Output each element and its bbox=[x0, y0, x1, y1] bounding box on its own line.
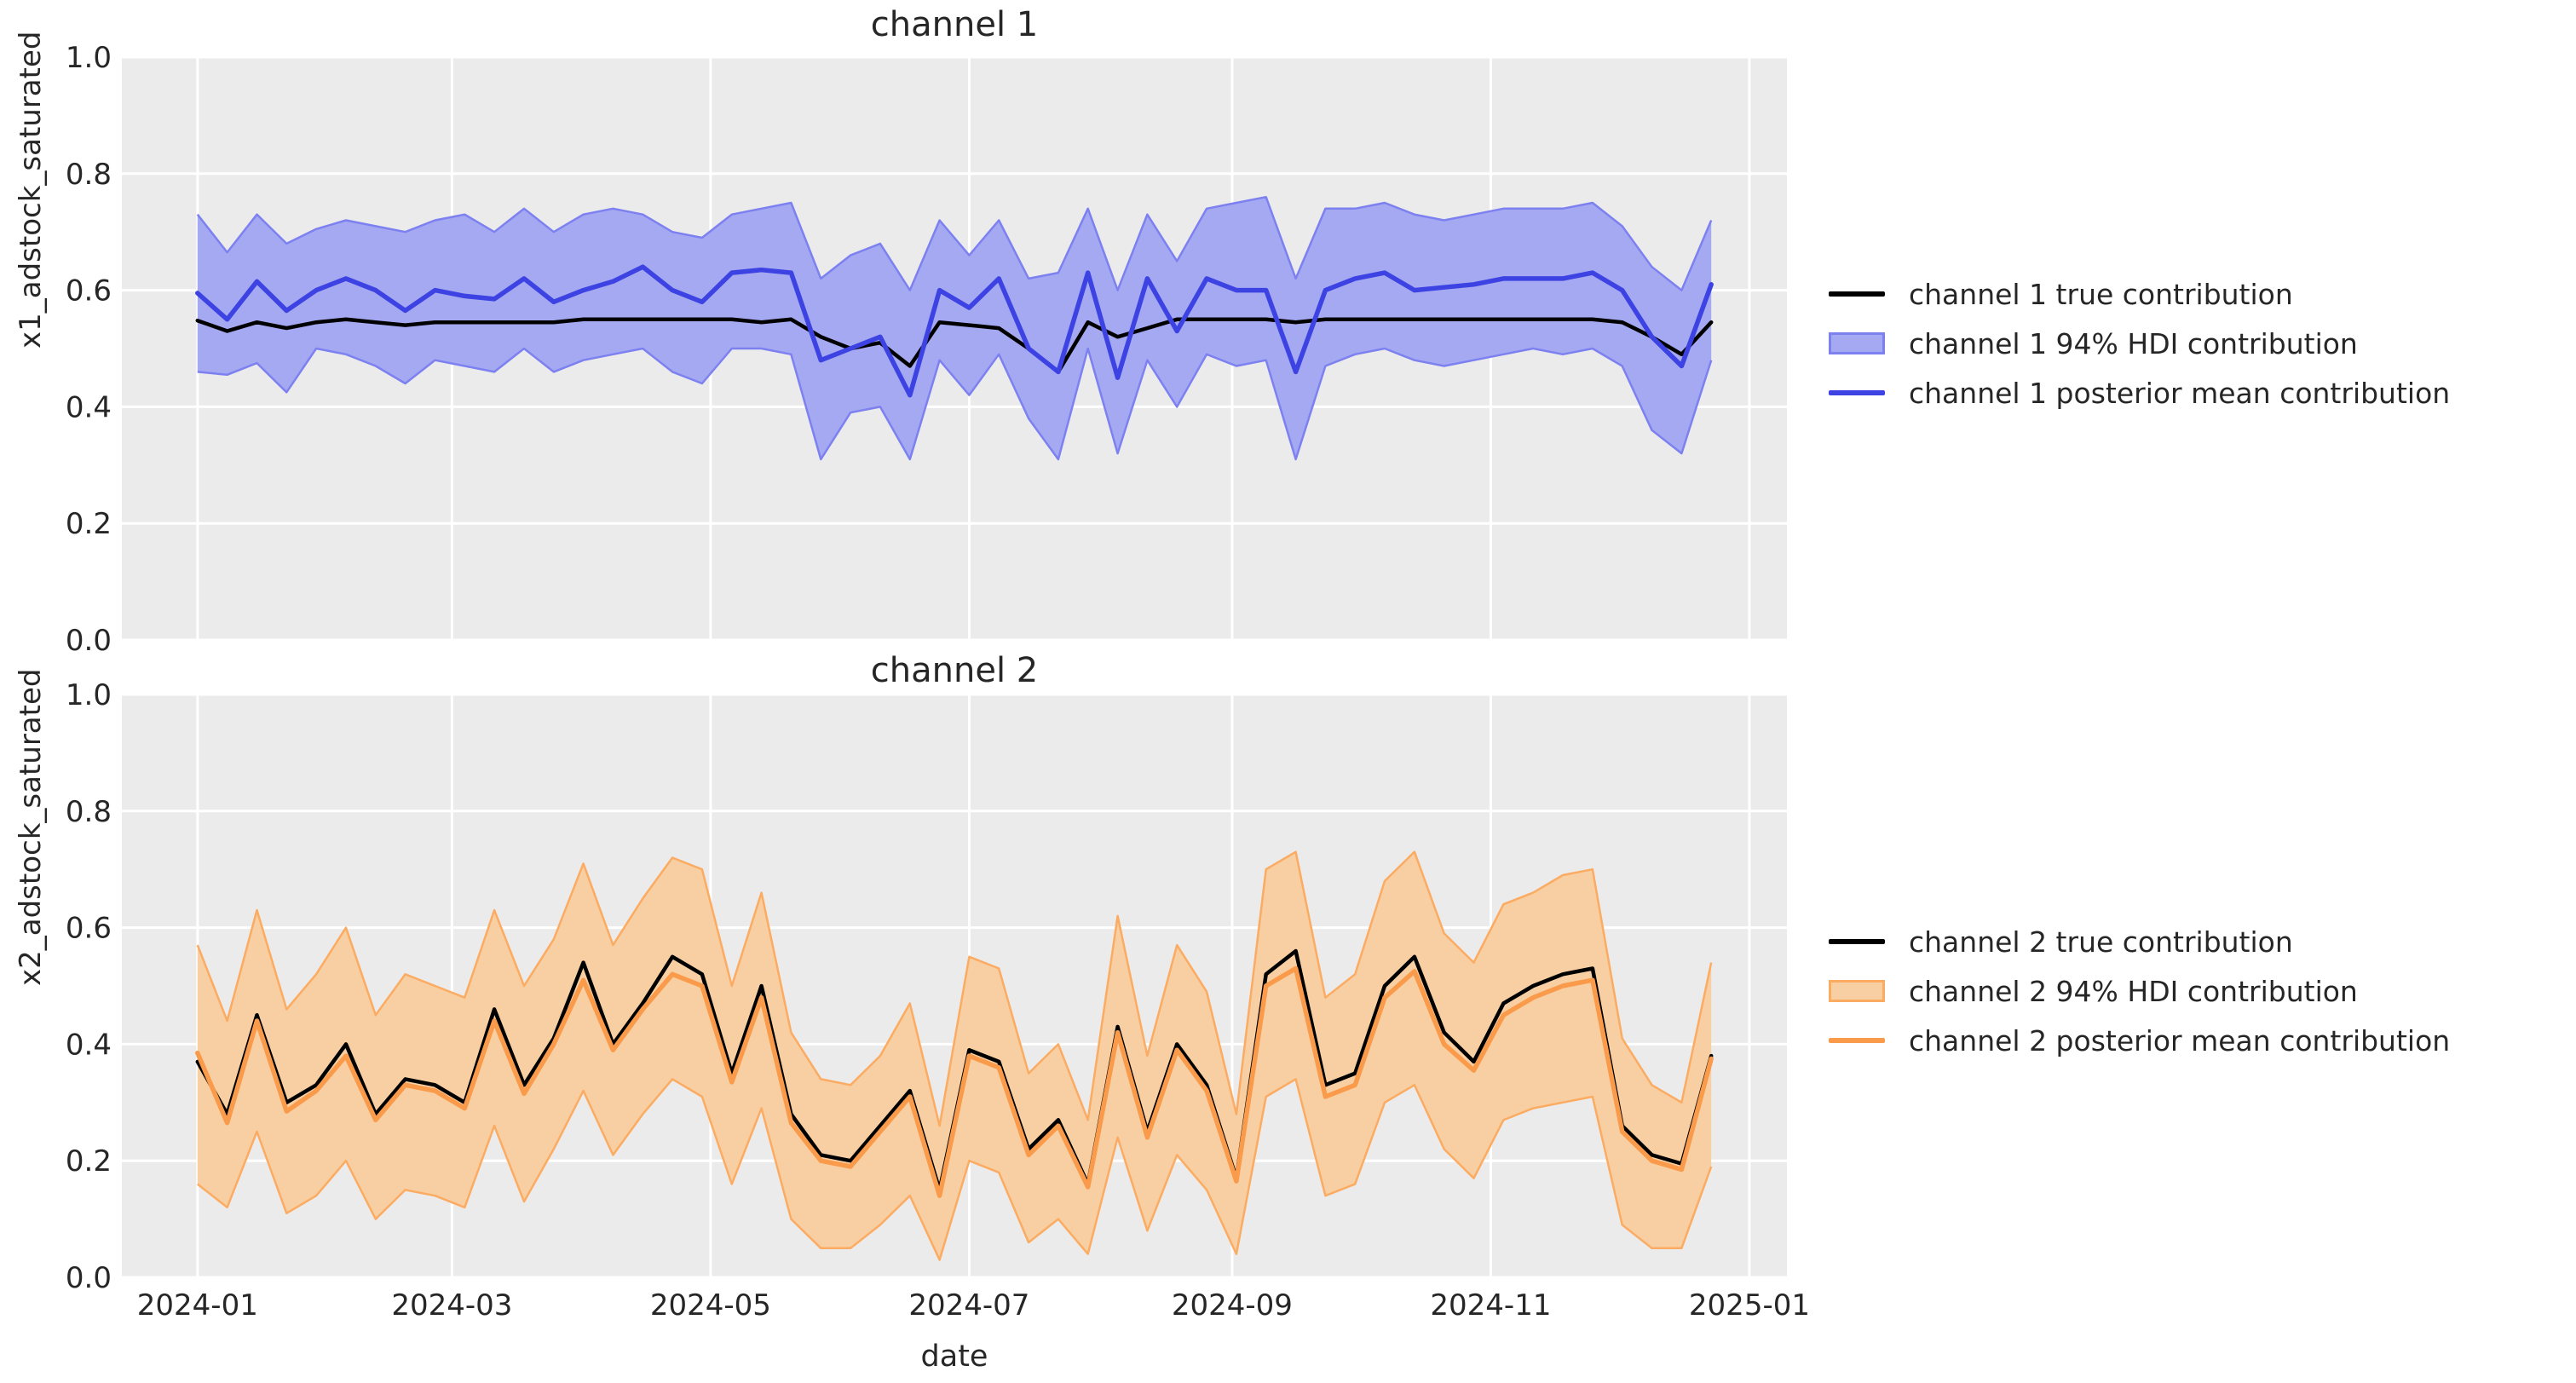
svg-text:0.2: 0.2 bbox=[66, 507, 112, 541]
svg-text:2024-09: 2024-09 bbox=[1172, 1288, 1293, 1322]
legend-label: channel 2 true contribution bbox=[1909, 925, 2293, 959]
legend-item: channel 1 posterior mean contribution bbox=[1829, 368, 2450, 418]
legend-channel-1: channel 1 true contribution channel 1 94… bbox=[1829, 269, 2450, 418]
legend-label: channel 1 94% HDI contribution bbox=[1909, 326, 2358, 360]
true-line-swatch bbox=[1829, 291, 1885, 297]
svg-text:2024-11: 2024-11 bbox=[1430, 1288, 1551, 1322]
true-line-swatch bbox=[1829, 939, 1885, 944]
legend-item: channel 2 posterior mean contribution bbox=[1829, 1016, 2450, 1065]
svg-text:0.6: 0.6 bbox=[66, 274, 112, 308]
legend-label: channel 1 true contribution bbox=[1909, 277, 2293, 311]
svg-text:2024-07: 2024-07 bbox=[908, 1288, 1029, 1322]
svg-text:2025-01: 2025-01 bbox=[1689, 1288, 1810, 1322]
svg-text:0.0: 0.0 bbox=[66, 624, 112, 658]
svg-text:2024-05: 2024-05 bbox=[650, 1288, 771, 1322]
chart-channel-1: 0.0 0.2 0.4 0.6 0.8 1.0 bbox=[66, 41, 1787, 658]
svg-text:0.8: 0.8 bbox=[66, 795, 112, 829]
svg-text:0.2: 0.2 bbox=[66, 1144, 112, 1178]
chart-title-channel-1: channel 1 bbox=[870, 5, 1039, 44]
legend-channel-2: channel 2 true contribution channel 2 94… bbox=[1829, 917, 2450, 1065]
hdi-patch-swatch bbox=[1829, 332, 1885, 354]
legend-label: channel 1 posterior mean contribution bbox=[1909, 376, 2451, 410]
svg-text:1.0: 1.0 bbox=[66, 41, 112, 75]
legend-label: channel 2 posterior mean contribution bbox=[1909, 1023, 2451, 1057]
legend-item: channel 2 94% HDI contribution bbox=[1829, 966, 2450, 1016]
svg-text:1.0: 1.0 bbox=[66, 678, 112, 712]
posterior-mean-line-swatch bbox=[1829, 390, 1885, 395]
chart-title-channel-2: channel 2 bbox=[870, 651, 1039, 690]
hdi-patch-swatch bbox=[1829, 980, 1885, 1002]
svg-text:2024-03: 2024-03 bbox=[391, 1288, 512, 1322]
posterior-mean-line-swatch bbox=[1829, 1038, 1885, 1043]
svg-text:0.6: 0.6 bbox=[66, 912, 112, 946]
legend-label: channel 2 94% HDI contribution bbox=[1909, 974, 2358, 1008]
svg-text:0.8: 0.8 bbox=[66, 158, 112, 192]
svg-text:0.4: 0.4 bbox=[66, 1028, 112, 1062]
x-axis-label: date bbox=[920, 1340, 988, 1374]
legend-item: channel 2 true contribution bbox=[1829, 917, 2450, 966]
legend-item: channel 1 94% HDI contribution bbox=[1829, 319, 2450, 368]
svg-text:0.4: 0.4 bbox=[66, 390, 112, 424]
legend-item: channel 1 true contribution bbox=[1829, 269, 2450, 319]
svg-text:0.0: 0.0 bbox=[66, 1261, 112, 1295]
chart-channel-2: 0.0 0.2 0.4 0.6 0.8 1.0 2024-01 2024-03 2024-05 2… bbox=[66, 678, 1810, 1322]
svg-text:2024-01: 2024-01 bbox=[137, 1288, 258, 1322]
